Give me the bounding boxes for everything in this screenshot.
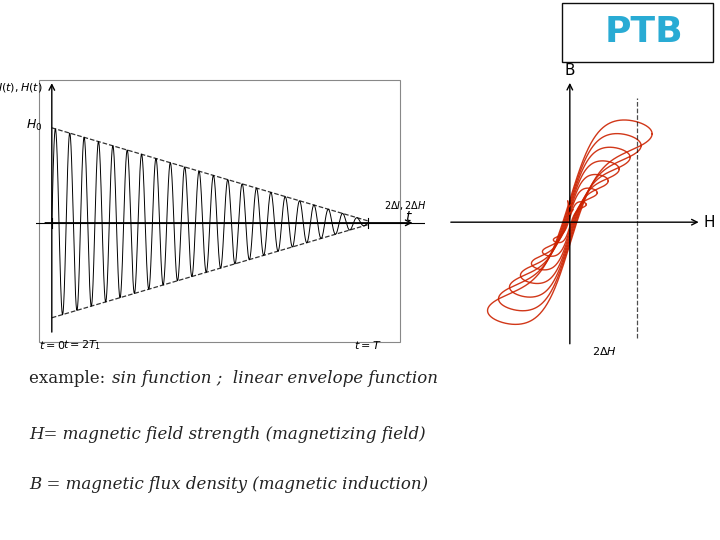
Text: $I(t), H(t)$: $I(t), H(t)$ [0,82,42,94]
Text: $2\Delta I, 2\Delta H$: $2\Delta I, 2\Delta H$ [384,199,426,212]
Text: H= magnetic field strength (magnetizing field): H= magnetic field strength (magnetizing … [29,426,426,443]
Text: $t$: $t$ [405,210,413,224]
FancyBboxPatch shape [562,3,713,62]
Text: $t=T$: $t=T$ [354,339,382,350]
Text: PTB: PTB [605,16,684,49]
Text: sin function ;  linear envelope function: sin function ; linear envelope function [112,370,438,387]
Text: B: B [564,63,575,78]
Text: example:: example: [29,370,110,387]
Text: $H_0$: $H_0$ [26,117,42,132]
Text: page 5: page 5 [662,517,706,530]
Text: B = magnetic flux density (magnetic induction): B = magnetic flux density (magnetic indu… [29,476,428,493]
Text: November  2014: November 2014 [14,517,119,530]
Text: Principle of AC degaussing: Principle of AC degaussing [14,18,474,47]
Text: PTB 8.22 Allard Schnabel: PTB 8.22 Allard Schnabel [282,517,438,530]
Text: $2\Delta H$: $2\Delta H$ [592,345,617,357]
Text: $t=0$: $t=0$ [39,339,65,350]
Text: H: H [703,215,715,230]
Text: $t=2T_1$: $t=2T_1$ [63,339,101,353]
